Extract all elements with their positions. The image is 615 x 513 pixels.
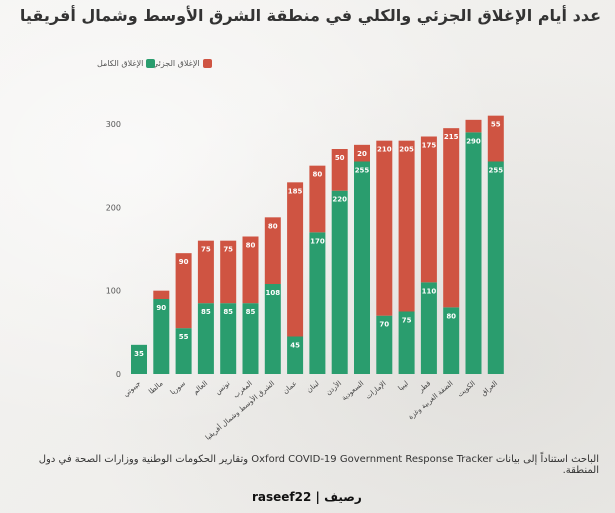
- bar-partial: [487, 115, 504, 162]
- bar-partial-label: 90: [179, 258, 189, 266]
- bar-full: [331, 190, 348, 374]
- x-tick-label: عمان: [281, 379, 298, 395]
- x-tick-label: الأردن: [324, 379, 343, 397]
- bar-partial: [331, 149, 348, 191]
- bar-full: [443, 307, 460, 374]
- bar-full-label: 85: [246, 308, 256, 316]
- bar-partial: [220, 240, 237, 304]
- x-tick-label: السعودية: [340, 379, 365, 402]
- bar-full: [487, 161, 504, 374]
- bar-full-label: 55: [179, 333, 189, 341]
- bar-partial-label: 75: [223, 246, 233, 254]
- bar-partial-label: 175: [422, 142, 437, 150]
- bar-full: [242, 303, 259, 374]
- brand-logo: raseef22 | رصيف: [252, 490, 362, 504]
- legend-full-swatch: [146, 59, 156, 68]
- legend-full: الإغلاق الكامل: [97, 59, 156, 68]
- bar-partial: [153, 290, 170, 299]
- bar-full-label: 170: [310, 237, 325, 245]
- x-tick-label: العالم: [191, 379, 209, 396]
- bar-full-label: 70: [379, 321, 389, 329]
- bar-partial-label: 80: [313, 171, 323, 179]
- bar-full: [420, 282, 437, 374]
- legend-partial-swatch: [202, 59, 212, 68]
- bar-full: [131, 344, 147, 374]
- bar-partial-label: 20: [357, 150, 367, 158]
- chart-title: عدد أيام الإغلاق الجزئي والكلي في منطقة …: [19, 6, 601, 25]
- bar-full: [309, 232, 326, 374]
- bar-full-label: 290: [466, 137, 481, 145]
- x-tick-label: الكويت: [456, 379, 477, 398]
- bar-partial-label: 215: [444, 133, 459, 141]
- x-tick-label: مالطا: [147, 379, 165, 396]
- bar-full-label: 255: [355, 167, 370, 175]
- bar-partial: [443, 128, 460, 308]
- bar-full-label: 45: [290, 342, 300, 350]
- bar-full-label: 85: [223, 308, 233, 316]
- bar-full-label: 108: [265, 289, 280, 297]
- bar-partial: [242, 236, 259, 304]
- bar-partial-label: 75: [201, 246, 211, 254]
- bar-full: [376, 315, 393, 374]
- bar-partial: [264, 217, 281, 284]
- x-tick-label: قطر: [416, 379, 432, 394]
- y-tick-label: 100: [106, 287, 121, 296]
- bar-full-label: 110: [422, 287, 437, 295]
- bar-partial-label: 80: [246, 242, 256, 250]
- bar-full-label: 35: [134, 350, 144, 358]
- bar-full: [287, 336, 304, 374]
- x-tick-label: الإمارات: [364, 379, 387, 400]
- bar-partial-label: 50: [335, 154, 345, 162]
- bar-full: [153, 299, 170, 374]
- bar-partial: [287, 182, 304, 337]
- bar-full: [398, 311, 415, 374]
- bar-partial-label: 205: [399, 146, 414, 154]
- x-tick-label: سوريا: [169, 379, 187, 396]
- bar-full: [264, 284, 281, 374]
- bar-partial: [175, 253, 192, 329]
- x-tick-label: العراق: [480, 379, 500, 397]
- bar-partial: [398, 140, 415, 312]
- legend-partial: الإغلاق الجزئي: [152, 59, 212, 68]
- bar-full-label: 75: [402, 317, 412, 325]
- source-note: الباحث استناداً إلى بيانات Oxford COVID-…: [38, 454, 599, 476]
- bar-partial: [354, 144, 370, 162]
- bar-partial-label: 185: [288, 187, 303, 195]
- legend-full-label: الإغلاق الكامل: [97, 59, 144, 68]
- x-tick-label: جيبوتي: [122, 379, 142, 398]
- bar-full: [220, 303, 237, 374]
- bar-partial-label: 210: [377, 146, 392, 154]
- bar-full: [465, 132, 482, 374]
- bar-full-label: 220: [332, 196, 347, 204]
- bar-full: [175, 328, 192, 374]
- x-tick-label: تونس: [214, 379, 232, 396]
- bar-partial-label: 80: [268, 222, 278, 230]
- x-tick-label: ليبيا: [397, 379, 410, 392]
- bar-full-label: 255: [488, 167, 503, 175]
- bar-partial-label: 55: [491, 121, 501, 129]
- bar-partial: [420, 136, 437, 283]
- bar-full: [354, 161, 370, 374]
- x-tick-label: لبنان: [305, 379, 321, 394]
- bar-partial: [197, 240, 214, 304]
- legend-partial-label: الإغلاق الجزئي: [152, 59, 200, 68]
- bar-full-label: 80: [446, 312, 456, 320]
- bar-full-label: 85: [201, 308, 211, 316]
- y-tick-label: 300: [106, 120, 121, 129]
- y-tick-label: 0: [116, 370, 121, 379]
- bar-full-label: 90: [156, 304, 166, 312]
- y-tick-label: 200: [106, 203, 121, 212]
- bar-partial: [309, 165, 326, 233]
- bar-full: [197, 303, 214, 374]
- bar-partial: [376, 140, 393, 316]
- bar-partial: [465, 119, 482, 133]
